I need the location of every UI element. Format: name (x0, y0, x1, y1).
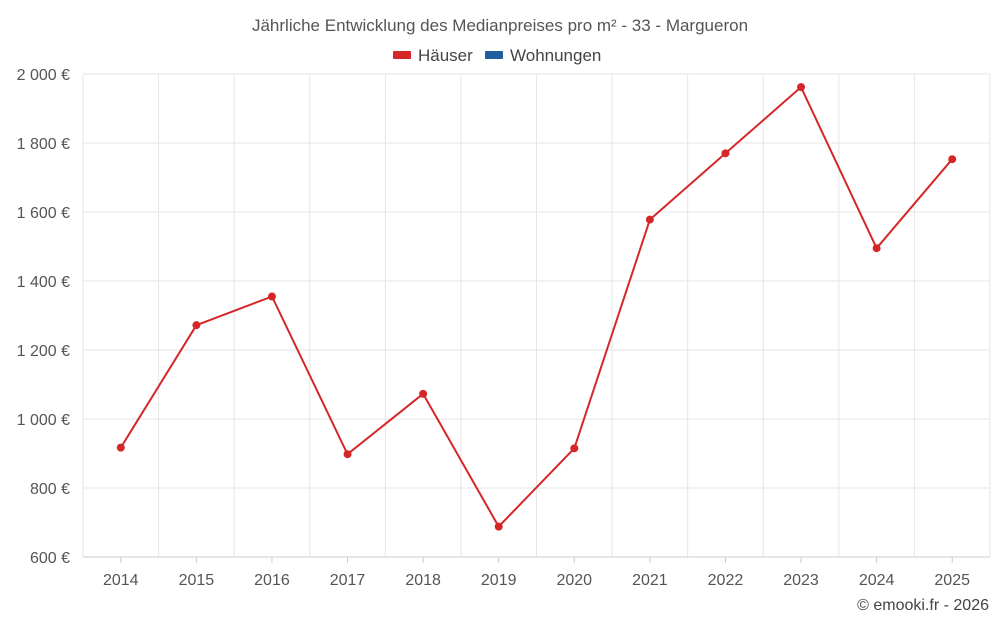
series-haeuser (116, 83, 957, 531)
legend: Häuser Wohnungen (393, 46, 601, 65)
x-tick-label: 2025 (934, 572, 970, 589)
x-tick-label: 2016 (254, 572, 290, 589)
x-tick-label: 2014 (103, 572, 139, 589)
data-point-haeuser-2021 (645, 215, 654, 224)
x-tick-label: 2021 (632, 572, 668, 589)
x-tick-label: 2015 (179, 572, 215, 589)
data-point-haeuser-2017 (343, 450, 352, 459)
data-point-haeuser-2014 (116, 443, 125, 452)
y-tick-label: 1 000 € (17, 412, 70, 429)
legend-swatch-wohnungen (485, 51, 503, 59)
data-point-haeuser-2022 (721, 149, 730, 158)
x-tick-label: 2024 (859, 572, 895, 589)
y-tick-label: 1 400 € (17, 274, 70, 291)
data-point-haeuser-2018 (419, 389, 428, 398)
legend-swatch-haeuser (393, 51, 411, 59)
credit-text: © emooki.fr - 2026 (857, 597, 989, 614)
chart-title: Jährliche Entwicklung des Medianpreises … (252, 16, 748, 35)
legend-label-haeuser: Häuser (418, 46, 473, 65)
y-tick-label: 1 200 € (17, 343, 70, 360)
x-tick-label: 2018 (405, 572, 441, 589)
data-point-haeuser-2020 (570, 444, 579, 453)
data-point-haeuser-2025 (948, 155, 957, 164)
data-point-haeuser-2024 (872, 244, 881, 253)
y-tick-label: 600 € (30, 550, 70, 567)
legend-item-wohnungen[interactable]: Wohnungen (485, 46, 601, 65)
x-axis: 2014 2015 2016 2017 2018 2019 2020 2021 2022 2023… (103, 557, 970, 589)
y-tick-label: 1 600 € (17, 205, 70, 222)
y-tick-label: 2 000 € (17, 67, 70, 84)
grid (82, 73, 991, 558)
y-tick-label: 1 800 € (17, 136, 70, 153)
series-line-haeuser (119, 86, 953, 528)
data-point-haeuser-2023 (797, 83, 806, 92)
x-tick-label: 2017 (330, 572, 366, 589)
data-point-haeuser-2015 (192, 321, 201, 330)
x-tick-label: 2023 (783, 572, 819, 589)
legend-item-haeuser[interactable]: Häuser (393, 46, 473, 65)
y-tick-label: 800 € (30, 481, 70, 498)
x-tick-label: 2020 (556, 572, 592, 589)
x-tick-label: 2019 (481, 572, 517, 589)
x-tick-label: 2022 (708, 572, 744, 589)
y-axis: 600 € 800 € 1 000 € 1 200 € 1 400 € 1 600 € 1 … (17, 67, 70, 567)
data-point-haeuser-2016 (267, 292, 276, 301)
legend-label-wohnungen: Wohnungen (510, 46, 601, 65)
data-point-haeuser-2019 (494, 522, 503, 531)
